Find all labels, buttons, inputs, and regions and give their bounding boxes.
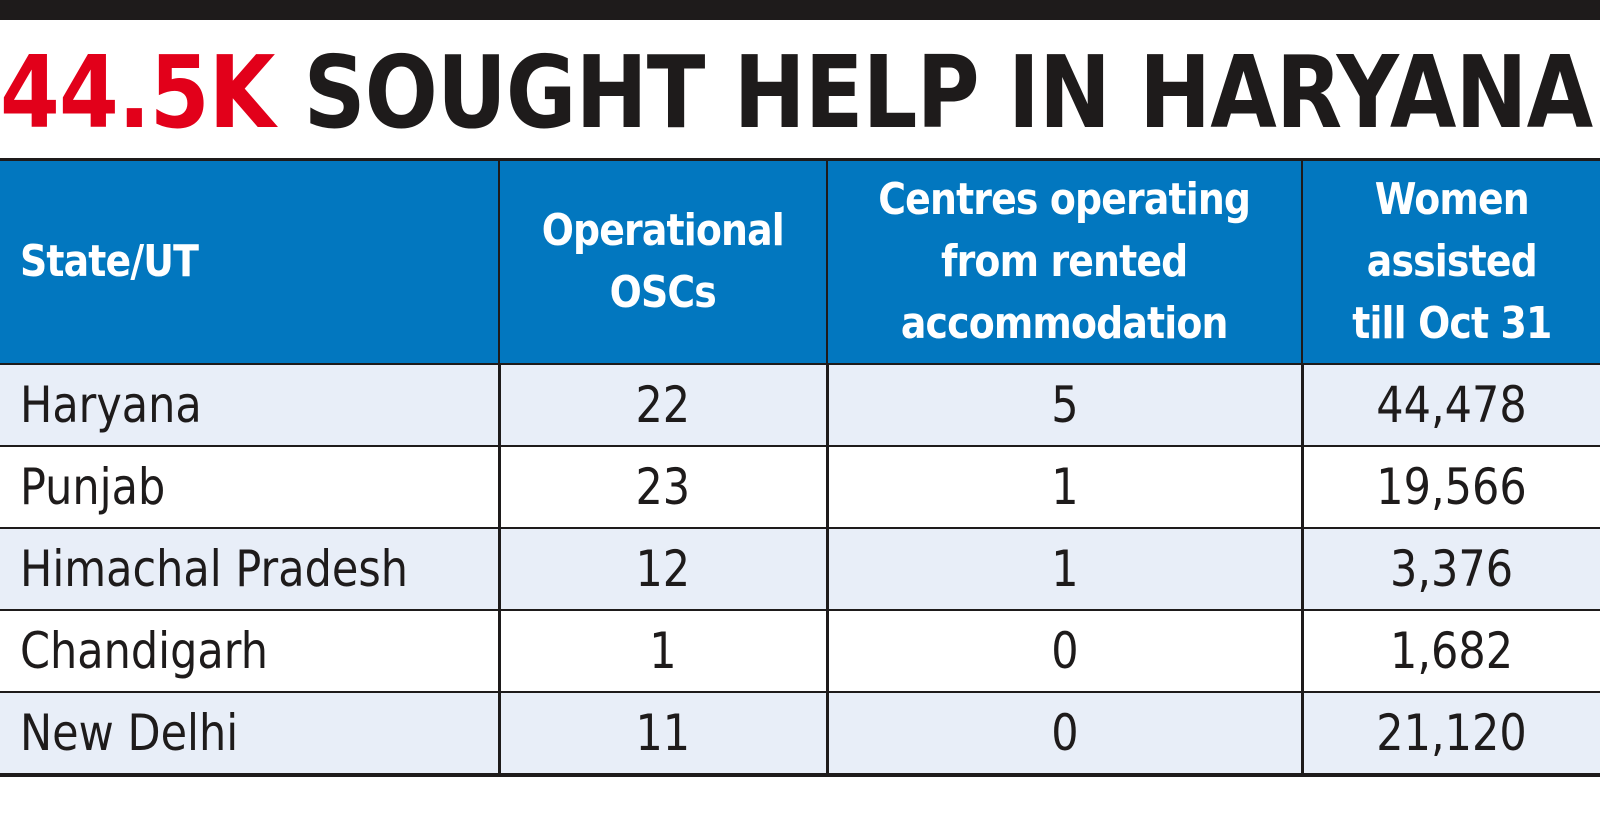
cell-value: 3,376 [1390, 539, 1514, 598]
state-cell: Chandigarh [0, 608, 499, 692]
cell-value: 23 [635, 457, 691, 516]
cell-value: 5 [1050, 375, 1079, 434]
column-header-label: State/UT [20, 235, 199, 287]
column-header-label: Women assisted till Oct 31 [1351, 173, 1552, 349]
cell-value: 1 [1050, 457, 1079, 516]
operational-oscs-cell: 12 [497, 526, 827, 610]
operational-oscs-cell: 23 [497, 444, 827, 528]
table-row: New Delhi 11 0 21,120 [0, 690, 1600, 777]
cell-value: 11 [635, 703, 691, 762]
state-cell: New Delhi [0, 690, 499, 777]
cell-value: 19,566 [1376, 457, 1527, 516]
cell-value: 44,478 [1376, 375, 1527, 434]
cell-value: 0 [1050, 703, 1079, 762]
rented-centres-cell: 0 [825, 608, 1302, 692]
cell-value: Chandigarh [20, 621, 268, 680]
rented-centres-cell: 1 [825, 444, 1302, 528]
women-assisted-cell: 21,120 [1300, 690, 1600, 777]
headline: 44.5K SOUGHT HELP IN HARYANA [0, 28, 1593, 158]
operational-oscs-cell: 11 [497, 690, 827, 777]
column-header-label: Operational OSCs [541, 204, 785, 318]
cell-value: 22 [635, 375, 691, 434]
data-table-wrapper: State/UT Operational OSCs Centres operating… [0, 158, 1600, 777]
data-table: State/UT Operational OSCs Centres operating… [0, 158, 1600, 777]
operational-oscs-cell: 1 [497, 608, 827, 692]
column-header-operational-oscs: Operational OSCs [498, 158, 827, 364]
column-header-label: Centres operating from rented accommodatio… [878, 173, 1252, 349]
table-header-row: State/UT Operational OSCs Centres operating… [0, 158, 1600, 364]
rented-centres-cell: 0 [825, 690, 1302, 777]
state-cell: Haryana [0, 362, 499, 446]
state-cell: Punjab [0, 444, 499, 528]
headline-rest: SOUGHT HELP IN HARYANA [303, 34, 1594, 151]
table-row: Haryana 22 5 44,478 [0, 362, 1600, 446]
column-header-women-assisted: Women assisted till Oct 31 [1301, 158, 1600, 364]
cell-value: Haryana [20, 375, 202, 434]
operational-oscs-cell: 22 [497, 362, 827, 446]
state-cell: Himachal Pradesh [0, 526, 499, 610]
cell-value: Punjab [20, 457, 166, 516]
rented-centres-cell: 5 [825, 362, 1302, 446]
cell-value: 1 [1050, 539, 1079, 598]
table-row: Chandigarh 1 0 1,682 [0, 608, 1600, 692]
cell-value: Himachal Pradesh [20, 539, 408, 598]
top-rule [0, 0, 1600, 20]
rented-centres-cell: 1 [825, 526, 1302, 610]
headline-accent: 44.5K [0, 34, 275, 151]
column-header-rented-centres: Centres operating from rented accommodatio… [826, 158, 1302, 364]
table-body: Haryana 22 5 44,478 Punjab 23 1 19,566 Himachal … [0, 362, 1600, 777]
cell-value: 1 [649, 621, 677, 680]
women-assisted-cell: 44,478 [1300, 362, 1600, 446]
cell-value: 21,120 [1376, 703, 1527, 762]
table-row: Punjab 23 1 19,566 [0, 444, 1600, 528]
women-assisted-cell: 3,376 [1300, 526, 1600, 610]
women-assisted-cell: 19,566 [1300, 444, 1600, 528]
women-assisted-cell: 1,682 [1300, 608, 1600, 692]
cell-value: 1,682 [1390, 621, 1514, 680]
table-row: Himachal Pradesh 12 1 3,376 [0, 526, 1600, 610]
cell-value: 0 [1050, 621, 1079, 680]
cell-value: 12 [635, 539, 691, 598]
cell-value: New Delhi [20, 703, 239, 762]
column-header-state: State/UT [0, 158, 499, 364]
